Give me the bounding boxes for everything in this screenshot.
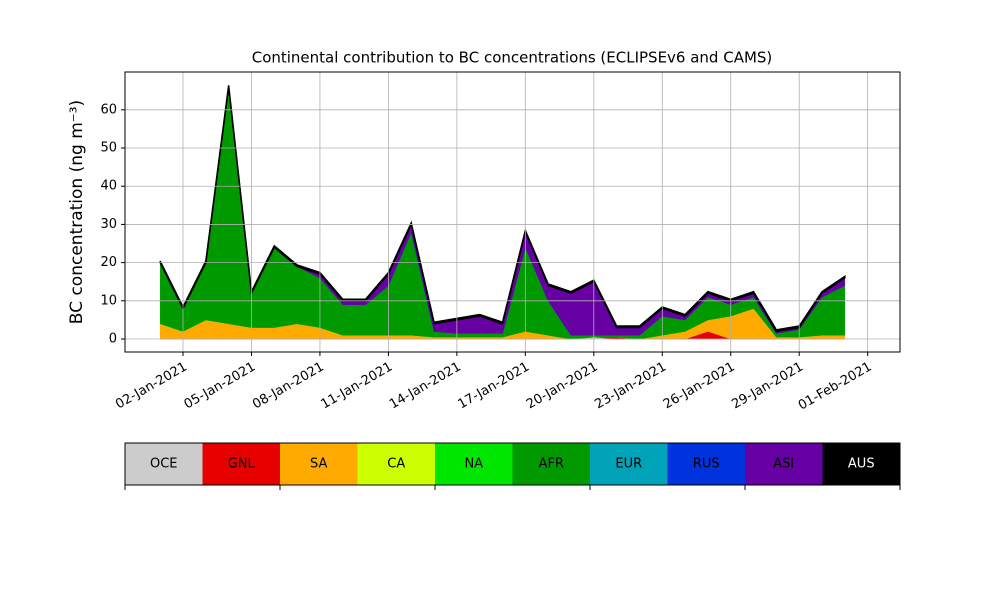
legend: OCE GNL SA CA NA AFR EUR RUS ASI AUS [124,442,901,486]
x-tick-label: 11-Jan-2021 [319,360,396,413]
x-tick-label: 20-Jan-2021 [524,360,601,413]
y-tick-label: 60 [100,102,117,117]
x-tick-label: 05-Jan-2021 [182,360,259,413]
legend-swatch [745,443,823,485]
legend-label: CA [387,457,405,472]
x-tick-label: 02-Jan-2021 [113,360,190,413]
y-tick-label: 10 [100,293,117,308]
legend-swatch [357,443,435,485]
y-tick-label: 30 [100,217,117,232]
legend-ticks [124,485,901,490]
legend-label: SA [310,457,327,472]
legend-label: RUS [693,457,720,472]
legend-swatch [280,443,358,485]
legend-swatch [590,443,668,485]
legend-label: NA [464,457,483,472]
chart-title: Continental contribution to BC concentra… [252,49,773,67]
legend-swatch [512,443,590,485]
plot-frame [124,71,901,353]
legend-swatch [667,443,745,485]
legend-swatch [202,443,280,485]
legend-swatch [822,443,900,485]
legend-label: OCE [150,457,178,472]
x-tick-label: 26-Jan-2021 [661,360,738,413]
x-tick-label: 14-Jan-2021 [387,360,464,413]
area [159,85,846,333]
x-tick-label: 23-Jan-2021 [592,360,669,413]
y-tick-label: 40 [100,179,117,194]
legend-label: AFR [539,457,564,472]
y-tick-label: 20 [100,255,117,270]
x-tick-label: 08-Jan-2021 [250,360,327,413]
y-axis-label: BC concentration (ng m⁻³) [67,100,87,324]
y-tick-label: 0 [109,332,117,347]
legend-frame [124,442,901,486]
legend-label: ASI [773,457,794,472]
legend-swatch [435,443,513,485]
legend-label: AUS [848,457,875,472]
x-tick-label: 29-Jan-2021 [729,360,806,413]
x-tick-label: 01-Feb-2021 [796,360,875,414]
plot-area [125,72,900,352]
legend-label: GNL [228,457,256,472]
y-tick-label: 50 [100,141,117,156]
legend-label: EUR [615,457,642,472]
x-tick-label: 17-Jan-2021 [455,360,532,413]
legend-swatch [125,443,203,485]
